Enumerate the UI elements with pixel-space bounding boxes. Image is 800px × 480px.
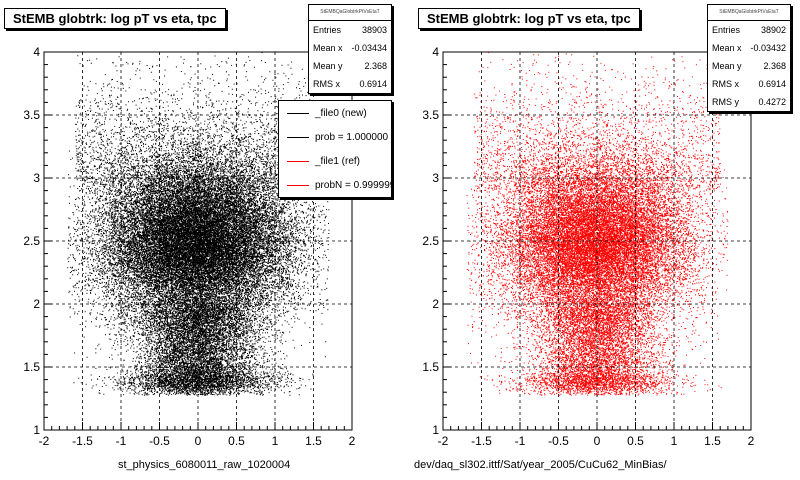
stats-row-mean-y: Mean y 2.368: [712, 61, 786, 71]
stats-header: StEMBQaGlobtrkPtVsEtaT: [708, 5, 790, 21]
x-tick-label: -0.5: [149, 434, 170, 448]
stats-row-rms-y: RMS y 0.4272: [712, 97, 786, 107]
left-stats-box: StEMBQaGlobtrkPtVsEtaT Entries 38903 Mean…: [308, 4, 392, 94]
axes: -2 -1.5 -1 -0.5 0 0.5 1 1.5 2 1 1.5 2 2.5 3 3.5 4: [23, 45, 355, 448]
x-tick-label: -0.5: [548, 434, 569, 448]
legend-entry-file0: _file0 (new): [279, 101, 391, 125]
stats-row-mean-x: Mean x -0.03434: [313, 43, 387, 53]
x-tick-label: -1: [116, 434, 127, 448]
x-tick-label: 2: [748, 434, 755, 448]
right-x-axis-title: dev/daq_sl302.ittf/Sat/year_2005/CuCu62_…: [414, 459, 667, 471]
x-tick-label: -2: [438, 434, 449, 448]
x-tick-label: 1.5: [305, 434, 322, 448]
x-tick-label: -1.5: [72, 434, 93, 448]
x-tick-label: 0: [594, 434, 601, 448]
y-tick-label: 3.5: [23, 108, 40, 122]
grid: [443, 52, 751, 430]
y-tick-label: 1: [432, 423, 439, 437]
stats-row-mean-y: Mean y 2.368: [313, 61, 387, 71]
left-plot-title: StEMB globtrk: log pT vs eta, tpc: [4, 8, 226, 29]
axes: -2 -1.5 -1 -0.5 0 0.5 1 1.5 2 1 1.5 2 2.5 3 3.5 4: [422, 45, 754, 448]
x-tick-label: 0: [195, 434, 202, 448]
plot-right: -2 -1.5 -1 -0.5 0 0.5 1 1.5 2 1 1.5 2 2.5 3 3.5 4: [422, 45, 754, 448]
y-tick-label: 1.5: [23, 360, 40, 374]
y-tick-label: 3: [33, 171, 40, 185]
legend-box: _file0 (new) prob = 1.000000 _file1 (ref…: [278, 100, 392, 198]
left-x-axis-title: st_physics_6080011_raw_1020004: [118, 459, 291, 471]
y-tick-label: 2.5: [23, 234, 40, 248]
x-tick-label: -2: [39, 434, 50, 448]
x-tick-label: 1: [272, 434, 279, 448]
x-tick-label: 1.5: [704, 434, 721, 448]
y-tick-label: 2: [432, 297, 439, 311]
right-stats-box: StEMBQaGlobtrkPtVsEtaT Entries 38902 Mean…: [707, 4, 791, 112]
x-tick-label: 0.5: [627, 434, 644, 448]
legend-line-file1: [287, 160, 309, 162]
y-tick-label: 3.5: [422, 108, 439, 122]
y-tick-label: 3: [432, 171, 439, 185]
legend-line-probn: [287, 184, 309, 186]
y-tick-label: 4: [432, 45, 439, 59]
y-tick-label: 2: [33, 297, 40, 311]
stats-row-rms-x: RMS x 0.6914: [313, 79, 387, 89]
x-tick-label: 1: [671, 434, 678, 448]
legend-line-prob: [287, 136, 309, 138]
y-tick-label: 2.5: [422, 234, 439, 248]
stats-row-entries: Entries 38902: [712, 25, 786, 35]
legend-line-file0: [287, 112, 309, 114]
legend-entry-file1: _file1 (ref): [279, 149, 391, 173]
right-plot-title: StEMB globtrk: log pT vs eta, tpc: [418, 8, 640, 29]
stats-row-mean-x: Mean x -0.03432: [712, 43, 786, 53]
y-tick-label: 1: [33, 423, 40, 437]
legend-entry-prob: prob = 1.000000: [279, 125, 391, 149]
scatter-points: [67, 52, 330, 396]
legend-entry-probn: probN = 0.999999: [279, 173, 391, 197]
y-tick-label: 4: [33, 45, 40, 59]
y-tick-label: 1.5: [422, 360, 439, 374]
x-tick-label: 0.5: [228, 434, 245, 448]
x-tick-label: -1.5: [471, 434, 492, 448]
stats-row-rms-x: RMS x 0.6914: [712, 79, 786, 89]
stats-header: StEMBQaGlobtrkPtVsEtaT: [309, 5, 391, 21]
x-tick-label: -1: [515, 434, 526, 448]
stats-row-entries: Entries 38903: [313, 25, 387, 35]
x-tick-label: 2: [349, 434, 356, 448]
scatter-series: [67, 52, 330, 396]
